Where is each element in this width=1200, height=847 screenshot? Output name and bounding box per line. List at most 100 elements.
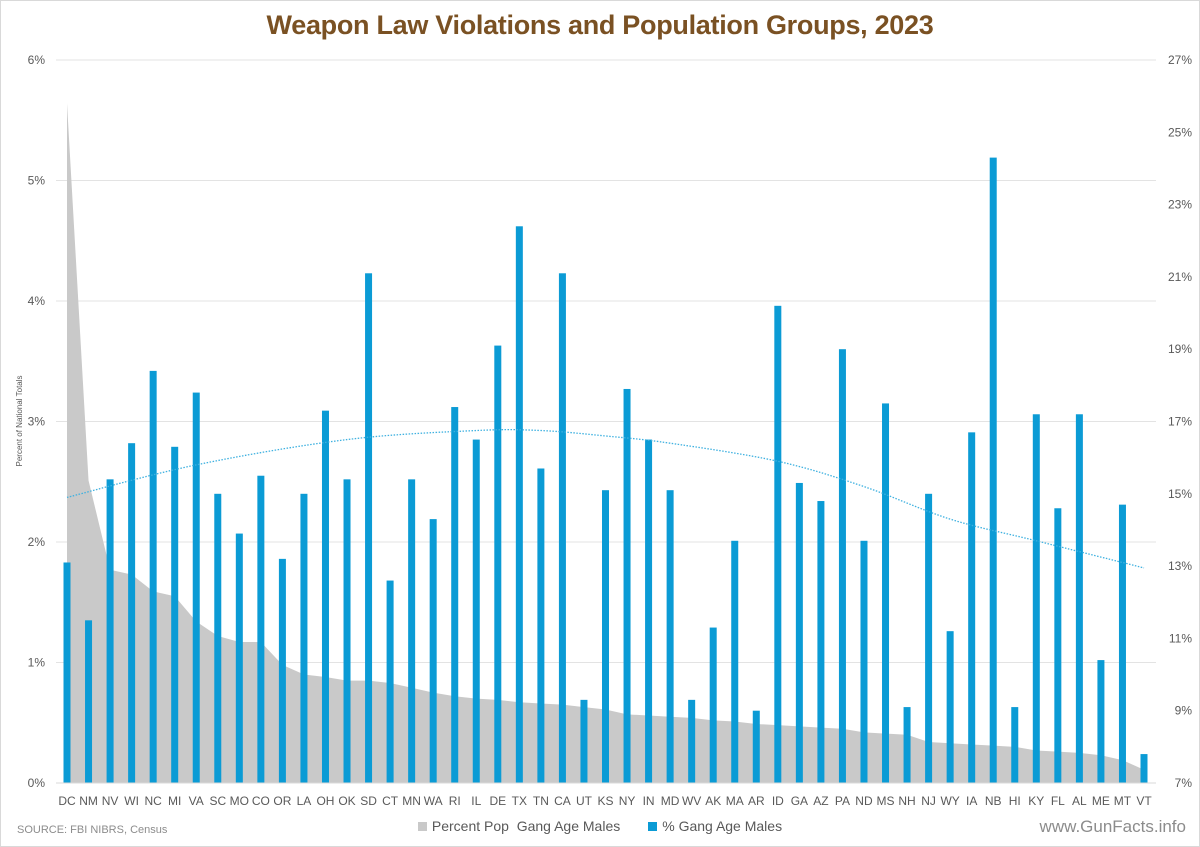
bar-mn — [408, 479, 416, 783]
x-tick-label: MA — [726, 794, 744, 808]
bar-il — [472, 439, 480, 783]
axes: 0% 1% 2% 3% 4% 5% 6% 7% 9% 11% 13% 15% 17% 19% 21% 23% 2… — [28, 53, 1193, 808]
bar-ok — [343, 479, 351, 783]
bar-vt — [1140, 754, 1148, 783]
x-tick-label: TN — [533, 794, 549, 808]
x-tick-label: DE — [489, 794, 506, 808]
bar-ga — [795, 482, 803, 783]
x-tick-label: WI — [124, 794, 139, 808]
bar-in — [645, 439, 653, 783]
bar-nv — [106, 479, 114, 783]
bar-ky — [1032, 414, 1040, 783]
bar-sc — [214, 493, 222, 783]
x-tick-label: NC — [144, 794, 162, 808]
x-tick-label: CT — [382, 794, 399, 808]
x-tick-label: MN — [402, 794, 421, 808]
x-tick-label: MT — [1114, 794, 1132, 808]
x-tick-label: NV — [102, 794, 119, 808]
x-tick-label: NY — [619, 794, 636, 808]
x-tick-label: NJ — [921, 794, 936, 808]
x-tick-label: CA — [554, 794, 571, 808]
x-tick-label: PA — [835, 794, 850, 808]
y-axis-label: Percent of National Totals — [15, 375, 24, 466]
x-tick-label: MD — [661, 794, 680, 808]
y2-tick-label: 25% — [1168, 125, 1192, 139]
x-tick-label: NB — [985, 794, 1002, 808]
x-tick-label: WA — [424, 794, 443, 808]
y2-tick-label: 17% — [1168, 415, 1192, 429]
bar-or — [278, 558, 286, 783]
bar-wv — [688, 699, 696, 783]
y-tick-label: 6% — [28, 53, 46, 67]
y-tick-label: 5% — [28, 174, 46, 188]
x-tick-label: MI — [168, 794, 181, 808]
trend-line — [66, 428, 1145, 569]
y2-tick-label: 11% — [1169, 631, 1192, 645]
legend-item-bar: % Gang Age Males — [648, 818, 782, 834]
y2-tick-label: 27% — [1168, 53, 1192, 67]
source-note: SOURCE: FBI NIBRS, Census — [17, 824, 168, 836]
bar-al — [1075, 414, 1083, 783]
legend: Percent Pop Gang Age Males % Gang Age Ma… — [0, 818, 1200, 834]
bar-ut — [580, 699, 588, 783]
y2-tick-label: 9% — [1175, 704, 1193, 718]
x-tick-label: UT — [576, 794, 593, 808]
bar-co — [257, 475, 265, 783]
bar-nc — [149, 370, 157, 783]
x-tick-label: LA — [297, 794, 312, 808]
x-tick-label: NH — [898, 794, 915, 808]
legend-label-bar: % Gang Age Males — [662, 818, 783, 834]
chart-title: Weapon Law Violations and Population Gro… — [266, 10, 934, 40]
bar-ks — [602, 490, 609, 783]
x-tick-label: AZ — [813, 794, 828, 808]
bar-ma — [731, 540, 739, 783]
x-tick-label: KY — [1028, 794, 1044, 808]
bar-ak — [709, 627, 717, 783]
bar-ia — [968, 432, 976, 783]
bar-pa — [838, 349, 846, 783]
y-tick-label: 2% — [28, 535, 46, 549]
x-tick-label: GA — [791, 794, 808, 808]
legend-swatch-bar — [648, 821, 658, 831]
x-tick-label: FL — [1051, 794, 1065, 808]
x-tick-label: NM — [79, 794, 98, 808]
legend-swatch-area — [417, 821, 427, 831]
bar-ct — [386, 580, 394, 783]
x-tick-label: SC — [209, 794, 226, 808]
x-tick-label: IL — [471, 794, 481, 808]
bar-wa — [429, 519, 437, 783]
x-tick-label: IN — [643, 794, 655, 808]
credit-link: www.GunFacts.info — [1039, 817, 1186, 836]
x-tick-label: CO — [252, 794, 270, 808]
bar-ri — [451, 407, 459, 783]
bar-fl — [1054, 508, 1062, 783]
x-tick-label: ND — [855, 794, 873, 808]
bar-la — [300, 493, 308, 783]
legend-label-area: Percent Pop Gang Age Males — [431, 818, 621, 834]
y2-tick-label: 15% — [1168, 487, 1192, 501]
bar-nd — [860, 540, 868, 783]
x-tick-label: ME — [1092, 794, 1110, 808]
legend-item-area: Percent Pop Gang Age Males — [417, 818, 621, 834]
x-tick-label: WV — [682, 794, 701, 808]
x-tick-label: OK — [338, 794, 355, 808]
bar-az — [817, 501, 825, 783]
bar-va — [192, 392, 200, 783]
y2-tick-label: 13% — [1168, 559, 1192, 573]
x-tick-label: AL — [1072, 794, 1087, 808]
bar-sd — [365, 273, 373, 783]
x-tick-label: OR — [273, 794, 291, 808]
bar-ca — [558, 273, 566, 783]
x-tick-label: VA — [189, 794, 204, 808]
y-tick-label: 1% — [28, 656, 46, 670]
bar-nj — [925, 493, 933, 783]
bar-nm — [85, 620, 93, 783]
bar-ar — [752, 710, 760, 783]
bar-oh — [321, 410, 329, 783]
bar-wi — [128, 443, 136, 783]
bar-nh — [903, 707, 911, 783]
x-tick-label: DC — [58, 794, 76, 808]
bar-tx — [515, 226, 523, 784]
bar-series — [63, 157, 1148, 784]
